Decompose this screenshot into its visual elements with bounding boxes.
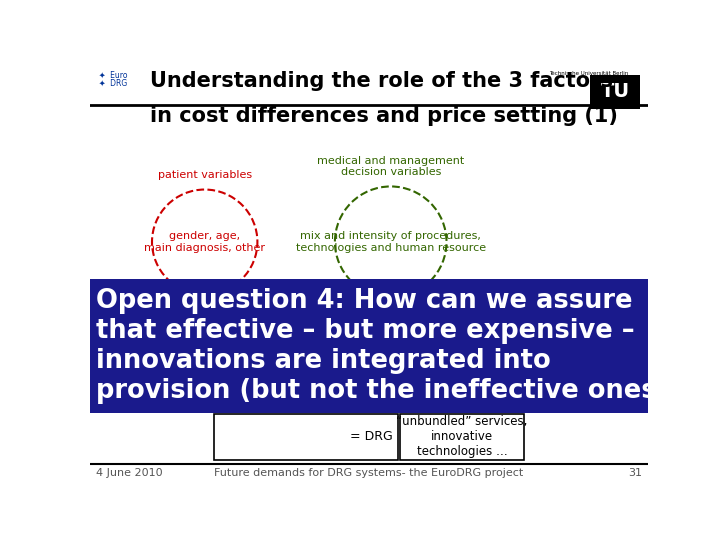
Bar <box>90 279 648 413</box>
Text: 4 June 2010: 4 June 2010 <box>96 468 163 478</box>
Text: patient variables: patient variables <box>158 170 252 180</box>
Bar <box>590 75 640 110</box>
Bar <box>214 414 398 460</box>
Text: Future demands for DRG systems- the EuroDRG project: Future demands for DRG systems- the Euro… <box>215 468 523 478</box>
Text: “unbundled” services,
innovative
technologies …: “unbundled” services, innovative technol… <box>396 415 528 458</box>
Text: = DRG: = DRG <box>349 430 392 443</box>
Text: medical and management
decision variables: medical and management decision variable… <box>317 156 464 177</box>
Text: ✦  Euro: ✦ Euro <box>99 71 128 80</box>
Text: in cost differences and price setting (1): in cost differences and price setting (1… <box>150 106 618 126</box>
Text: Understanding the role of the 3 factors: Understanding the role of the 3 factors <box>150 71 613 91</box>
Text: ✦  DRG: ✦ DRG <box>99 79 127 87</box>
Text: mix and intensity of procedures,
technologies and human resource: mix and intensity of procedures, technol… <box>296 231 486 253</box>
Text: TU: TU <box>601 82 630 102</box>
Text: Open question 4: How can we assure
that effective – but more expensive –
innovat: Open question 4: How can we assure that … <box>96 288 683 404</box>
Text: 31: 31 <box>628 468 642 478</box>
Text: gender, age,
main diagnosis, other: gender, age, main diagnosis, other <box>144 231 265 253</box>
Bar <box>400 414 524 460</box>
Text: Technische Universität Berlin: Technische Universität Berlin <box>549 71 629 76</box>
